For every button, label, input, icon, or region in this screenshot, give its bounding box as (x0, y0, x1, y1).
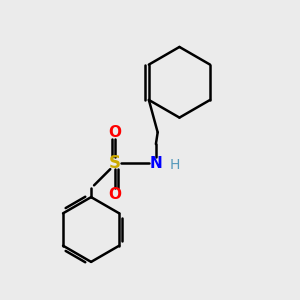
Text: H: H (170, 158, 180, 172)
Text: S: S (109, 154, 121, 172)
Text: O: O (108, 187, 121, 202)
Text: N: N (149, 156, 162, 171)
Text: O: O (108, 125, 121, 140)
